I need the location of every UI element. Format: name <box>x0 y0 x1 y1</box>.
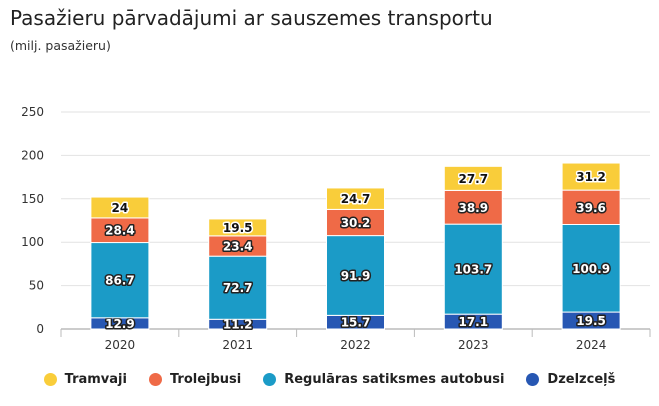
data-label: 24 <box>112 201 129 215</box>
data-label: 38.9 <box>458 201 488 215</box>
data-label: 24.7 <box>341 192 371 206</box>
y-tick-label: 100 <box>21 235 44 249</box>
legend-marker-icon <box>263 373 277 386</box>
x-tick-label: 2021 <box>222 338 253 352</box>
bar-segment <box>561 189 621 225</box>
bar-segment <box>443 223 503 315</box>
y-tick-label: 150 <box>21 192 44 206</box>
bar-segment <box>326 187 385 210</box>
x-tick-label: 2024 <box>576 338 607 352</box>
y-tick-label: 200 <box>21 148 44 162</box>
data-label: 31.2 <box>576 170 606 184</box>
bar-segment <box>443 165 503 191</box>
legend-marker-icon <box>43 373 57 386</box>
legend-label: Tramvaji <box>64 372 127 387</box>
legend-item[interactable]: Regulāras satiksmes autobusi <box>263 372 504 387</box>
x-tick-label: 2020 <box>105 338 136 352</box>
data-label: 23.4 <box>223 240 253 254</box>
legend-marker-icon <box>526 373 540 386</box>
data-label: 19.5 <box>223 221 253 235</box>
legend-marker-icon <box>148 373 162 386</box>
data-label: 100.9 <box>572 262 610 276</box>
data-label: 91.9 <box>341 269 371 283</box>
legend-item[interactable]: Tramvaji <box>43 372 127 387</box>
y-tick-label: 0 <box>36 322 44 336</box>
legend-item[interactable]: Dzelzceļš <box>526 372 615 387</box>
data-label: 72.7 <box>223 281 253 295</box>
data-label: 12.9 <box>105 317 135 331</box>
y-tick-label: 250 <box>21 105 44 119</box>
data-label: 39.6 <box>576 201 606 215</box>
bar-segment <box>326 235 385 316</box>
data-label: 19.5 <box>576 314 606 328</box>
x-tick-label: 2022 <box>340 338 371 352</box>
bar-segment <box>561 162 621 191</box>
legend: Tramvaji Trolejbusi Regulāras satiksmes au… <box>0 372 659 387</box>
legend-item[interactable]: Trolejbusi <box>148 372 242 387</box>
y-tick-label: 50 <box>29 279 44 293</box>
data-label: 11.2 <box>223 318 253 332</box>
x-tick-label: 2023 <box>458 338 489 352</box>
data-label: 27.7 <box>458 172 488 186</box>
data-label: 17.1 <box>458 315 488 329</box>
legend-label: Dzelzceļš <box>547 372 616 387</box>
legend-label: Regulāras satiksmes autobusi <box>284 372 505 387</box>
chart-title: Pasažieru pārvadājumi ar sauszemes trans… <box>10 6 493 30</box>
data-label: 30.2 <box>341 216 371 230</box>
data-label: 15.7 <box>341 316 371 330</box>
data-label: 28.4 <box>105 224 135 238</box>
bar-segment <box>326 208 385 237</box>
bar-segment <box>208 218 268 237</box>
data-label: 103.7 <box>454 263 492 277</box>
bar-segment <box>90 196 150 219</box>
bar-segment <box>90 242 150 319</box>
chart-subtitle: (milj. pasažieru) <box>10 38 111 53</box>
bar-segment <box>561 223 621 313</box>
legend-label: Trolejbusi <box>169 372 242 387</box>
data-label: 86.7 <box>105 274 135 288</box>
bar-segment <box>90 217 150 244</box>
